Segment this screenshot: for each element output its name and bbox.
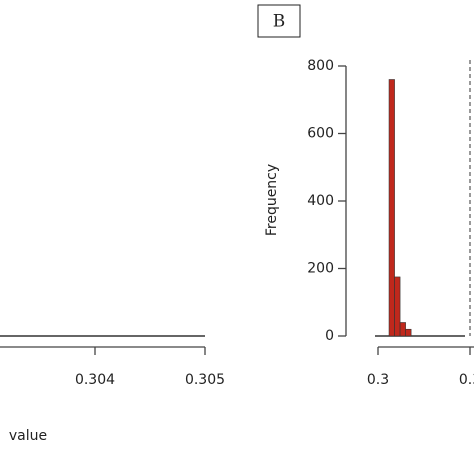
y-tick-label: 400 [307,193,334,209]
x-tick-label: 0.3 [367,372,389,388]
panel-box [257,4,301,38]
bar [388,79,395,337]
x-tick-label: 0.305 [185,372,225,388]
x-tick-label: 0.3 [459,372,474,388]
y-tick-label: 600 [307,126,334,142]
y-tick-label: 200 [307,261,334,277]
bar [405,328,412,337]
bar [394,276,401,337]
y-tick-label: 0 [325,328,334,344]
x-tick-label: 0.304 [75,372,115,388]
bar [399,322,406,337]
x-axis-label: value [9,428,47,444]
panel-label: B [273,12,286,32]
y-tick-label: 800 [307,58,334,74]
y-axis-label: Frequency [264,164,280,236]
